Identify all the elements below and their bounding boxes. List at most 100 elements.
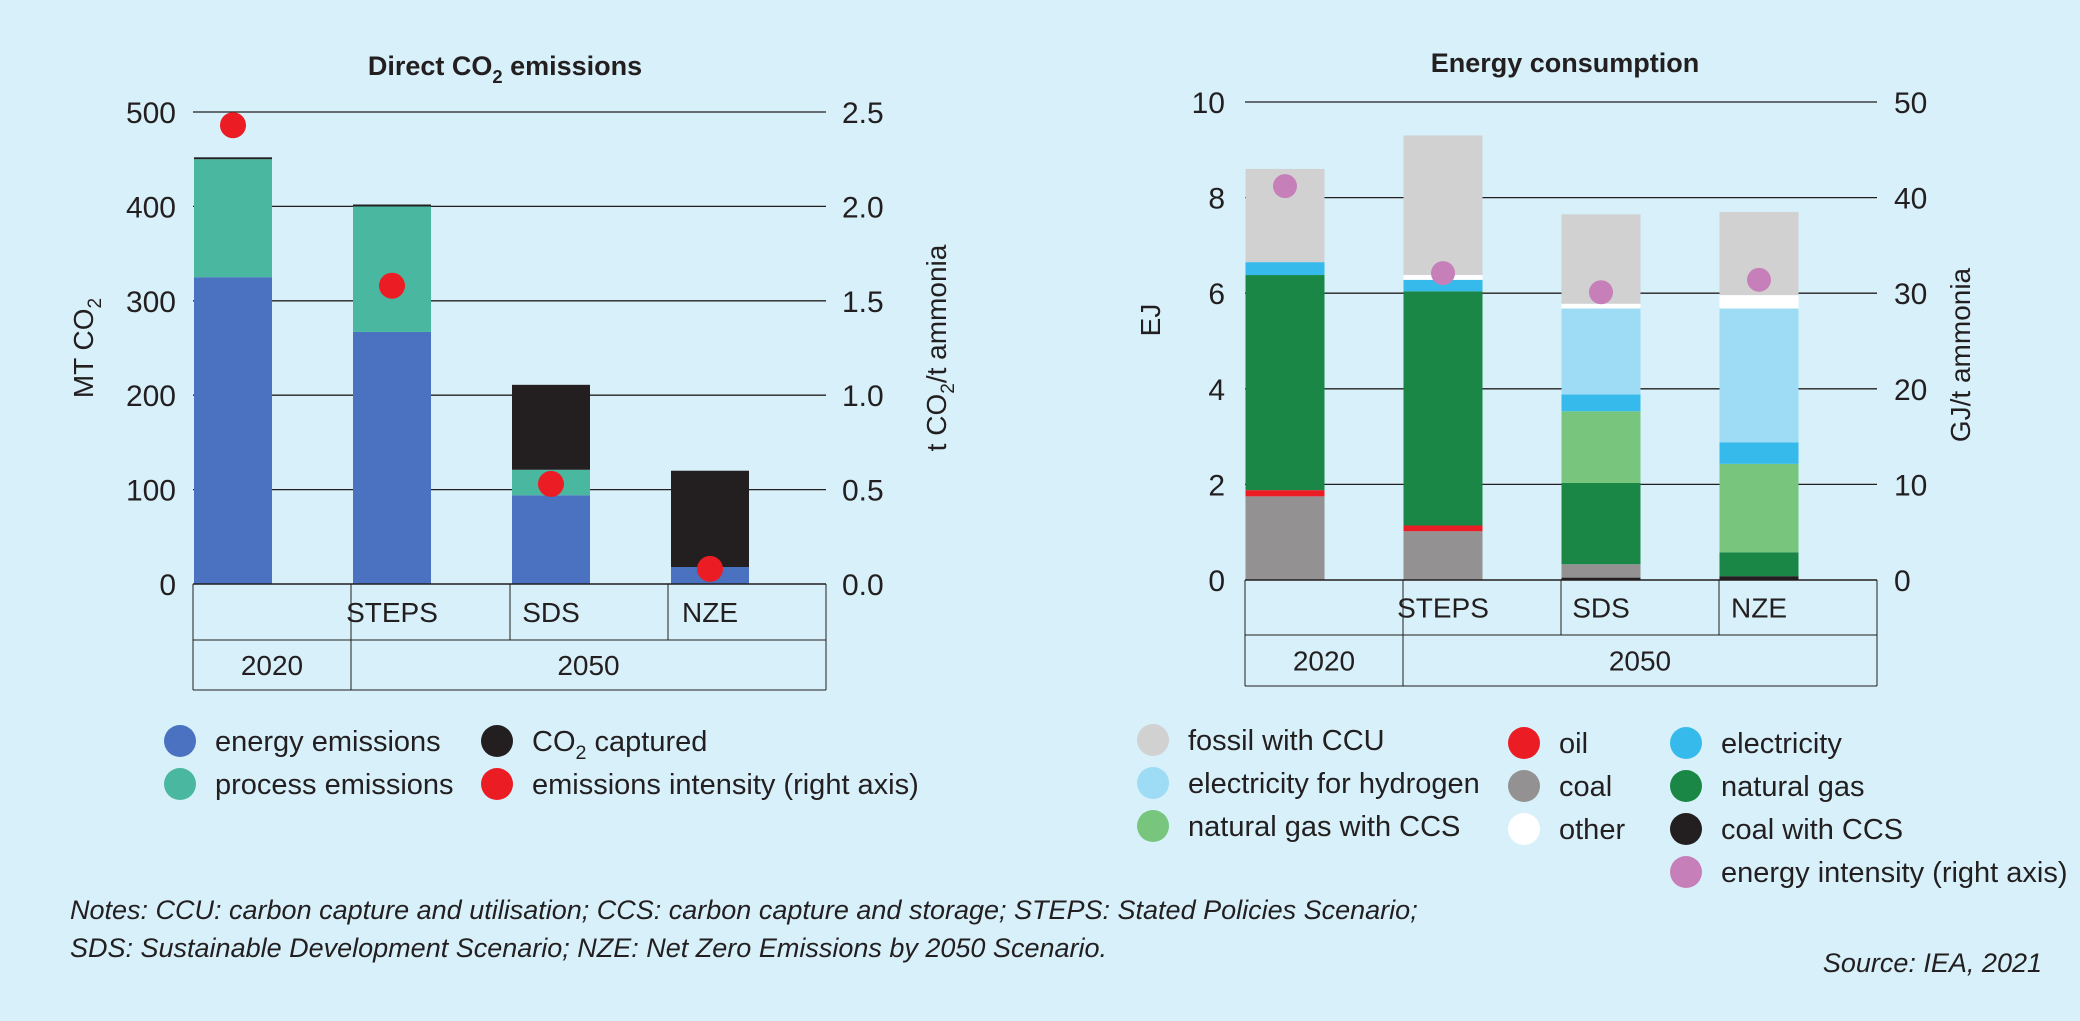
bar-segment — [194, 157, 272, 160]
legend-label: other — [1559, 814, 1625, 846]
bar-segment — [1561, 303, 1641, 309]
bar-segment — [1245, 496, 1325, 580]
legend-swatch — [1670, 770, 1702, 802]
notes-line-1: Notes: CCU: carbon capture and utilisati… — [70, 895, 1418, 925]
y-tick-label: 4 — [1208, 374, 1225, 407]
legend-swatch — [1508, 727, 1540, 759]
y-axis-label: MT CO2 — [68, 298, 106, 398]
bar-segment — [1719, 308, 1799, 443]
y2-tick-label: 1.5 — [842, 286, 884, 319]
bar-segment — [1403, 291, 1483, 526]
bar-segment — [671, 470, 749, 568]
bar-segment — [512, 384, 590, 470]
legend-label: process emissions — [215, 769, 454, 801]
legend-swatch — [481, 768, 513, 800]
intensity-marker — [1747, 267, 1771, 292]
bar-segment — [1719, 576, 1799, 580]
legend-swatch — [164, 768, 196, 800]
bar-segment — [512, 495, 590, 584]
y2-tick-label: 20 — [1894, 374, 1927, 407]
chart-title: Energy consumption — [1431, 48, 1700, 78]
y-tick-label: 400 — [126, 191, 176, 224]
y2-tick-label: 2.0 — [842, 191, 884, 224]
bar-segment — [1403, 525, 1483, 532]
bar-segment — [1403, 531, 1483, 580]
y2-tick-label: 2.5 — [842, 97, 884, 130]
bar-segment — [1561, 308, 1641, 395]
legend-swatch — [1670, 813, 1702, 845]
bar-segment — [194, 277, 272, 584]
bar-segment — [1719, 463, 1799, 553]
legend-swatch — [1137, 810, 1169, 842]
bar-segment — [353, 331, 431, 584]
bar-segment — [1561, 564, 1641, 578]
legend-label: natural gas — [1721, 771, 1865, 803]
y2-axis-label: GJ/t ammonia — [1945, 267, 1976, 442]
bar-segment — [1245, 262, 1325, 276]
y-axis-label-text: MT CO2 — [68, 298, 106, 398]
y-tick-label: 500 — [126, 97, 176, 130]
bar-segment — [1403, 135, 1483, 276]
legend-swatch — [1670, 856, 1702, 888]
y-axis-label: EJ — [1135, 304, 1166, 337]
y2-tick-label: 50 — [1894, 87, 1927, 120]
y2-tick-label: 10 — [1894, 469, 1927, 502]
bar-segment — [1403, 279, 1483, 292]
bar-segment — [1561, 394, 1641, 412]
category-label: SDS — [1572, 593, 1630, 624]
bar-segment — [1561, 577, 1641, 580]
bar-segment — [353, 206, 431, 332]
intensity-marker — [1589, 280, 1613, 305]
y-tick-label: 300 — [126, 286, 176, 319]
y-tick-label: 2 — [1208, 469, 1225, 502]
intensity-marker — [697, 555, 723, 582]
bar-segment — [1561, 411, 1641, 483]
legend-label: emissions intensity (right axis) — [532, 769, 919, 801]
category-label: STEPS — [1397, 593, 1489, 624]
intensity-marker — [1431, 261, 1455, 286]
group-label: 2020 — [241, 650, 303, 681]
bar-segment — [1245, 490, 1325, 497]
legend-swatch — [1508, 813, 1540, 845]
y2-axis-label-text: t CO2/t ammonia — [921, 244, 959, 451]
legend-label: coal — [1559, 771, 1612, 803]
category-label: SDS — [522, 597, 580, 628]
y-tick-label: 10 — [1192, 87, 1225, 120]
legend-swatch — [164, 725, 196, 757]
bar-segment — [1245, 275, 1325, 491]
legend-label: oil — [1559, 728, 1588, 760]
chart-2: Energy consumption 0 0 2 10 4 20 6 30 8 40 10 50 EJ GJ… — [1135, 48, 2068, 889]
y2-axis-label: t CO2/t ammonia — [921, 244, 959, 451]
category-label: NZE — [1731, 593, 1787, 624]
source-text: Source: IEA, 2021 — [1822, 948, 2042, 978]
intensity-marker — [220, 112, 246, 139]
legend-label: energy emissions — [215, 726, 441, 758]
y2-tick-label: 0.0 — [842, 569, 884, 602]
intensity-marker — [379, 272, 405, 299]
y-axis-label-text: EJ — [1135, 304, 1166, 337]
y2-tick-label: 1.0 — [842, 380, 884, 413]
category-label: NZE — [682, 597, 738, 628]
y-tick-label: 0 — [159, 569, 176, 602]
legend-swatch — [1137, 767, 1169, 799]
legend-label: electricity — [1721, 728, 1842, 760]
group-label: 2050 — [1609, 646, 1671, 677]
legend-swatch — [1670, 727, 1702, 759]
legend-label: coal with CCS — [1721, 814, 1903, 846]
legend-label: fossil with CCU — [1188, 725, 1385, 757]
bar-segment — [1719, 552, 1799, 577]
legend-swatch — [481, 725, 513, 757]
legend-label: electricity for hydrogen — [1188, 768, 1480, 800]
notes-line-2: SDS: Sustainable Development Scenario; N… — [70, 933, 1107, 963]
y-tick-label: 0 — [1208, 565, 1225, 598]
y-tick-label: 8 — [1208, 183, 1225, 216]
group-label: 2050 — [557, 650, 619, 681]
bar-segment — [1719, 442, 1799, 464]
intensity-marker — [1273, 174, 1297, 199]
chart-1: Direct CO2 emissions 0 0.0 100 0.5 200 1.0 300 1… — [68, 51, 959, 801]
legend-label: energy intensity (right axis) — [1721, 857, 2068, 889]
group-label: 2020 — [1293, 646, 1355, 677]
y-tick-label: 200 — [126, 380, 176, 413]
y2-tick-label: 0 — [1894, 565, 1911, 598]
